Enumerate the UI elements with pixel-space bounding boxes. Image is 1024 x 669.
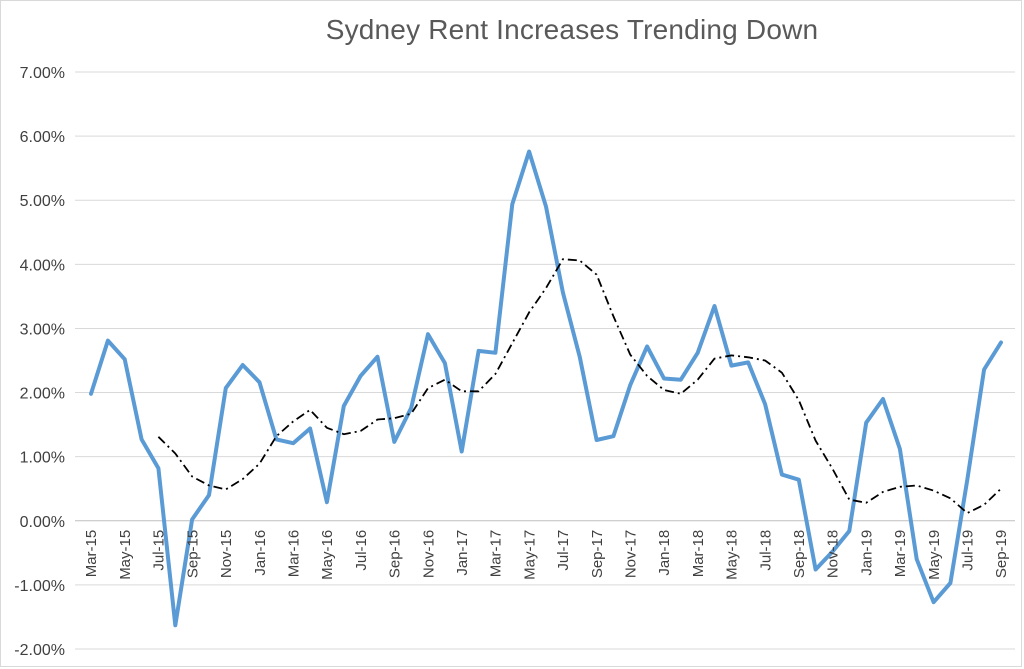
x-tick-label: Jul-15	[151, 530, 168, 571]
x-tick-label: Mar-15	[83, 530, 100, 578]
y-tick-label: -2.00%	[14, 642, 65, 659]
x-tick-label: Nov-17	[623, 530, 640, 578]
y-tick-label: 6.00%	[20, 129, 65, 146]
x-tick-label: Mar-16	[285, 530, 302, 578]
x-tick-label: May-16	[319, 530, 336, 580]
x-tick-label: Jul-17	[555, 530, 572, 571]
x-tick-label: Mar-17	[488, 530, 505, 578]
x-tick-label: Mar-18	[690, 530, 707, 578]
x-tick-label: Jan-18	[656, 530, 673, 576]
x-tick-label: Mar-19	[892, 530, 909, 578]
x-tick-label: May-18	[724, 530, 741, 580]
x-tick-label: Jan-19	[858, 530, 875, 576]
x-tick-label: Jan-17	[454, 530, 471, 576]
series-line-rent-increase	[89, 149, 1003, 628]
x-tick-label: May-15	[117, 530, 134, 580]
y-tick-label: 2.00%	[20, 386, 65, 403]
x-tick-label: Sep-15	[184, 530, 201, 578]
x-tick-label: Jul-19	[960, 530, 977, 571]
series-line-trend	[157, 258, 1002, 514]
x-tick-label: May-17	[521, 530, 538, 580]
x-tick-label: Sep-18	[791, 530, 808, 578]
x-tick-label: Sep-19	[993, 530, 1010, 578]
x-tick-label: Jul-16	[353, 530, 370, 571]
y-tick-label: 1.00%	[20, 450, 65, 467]
x-tick-label: Nov-16	[420, 530, 437, 578]
x-tick-label: May-19	[926, 530, 943, 580]
x-tick-label: Nov-15	[218, 530, 235, 578]
x-tick-label: Nov-18	[825, 530, 842, 578]
x-tick-label: Jan-16	[252, 530, 269, 576]
y-tick-label: 0.00%	[20, 514, 65, 531]
chart-title: Sydney Rent Increases Trending Down	[325, 14, 819, 45]
y-tick-label: 5.00%	[20, 193, 65, 210]
x-tick-label: Sep-17	[589, 530, 606, 578]
y-tick-label: 7.00%	[20, 65, 65, 82]
x-tick-label: Jul-18	[757, 530, 774, 571]
x-tick-label: Sep-16	[387, 530, 404, 578]
y-tick-label: -1.00%	[14, 578, 65, 595]
y-tick-label: 4.00%	[20, 257, 65, 274]
y-tick-label: 3.00%	[20, 321, 65, 338]
